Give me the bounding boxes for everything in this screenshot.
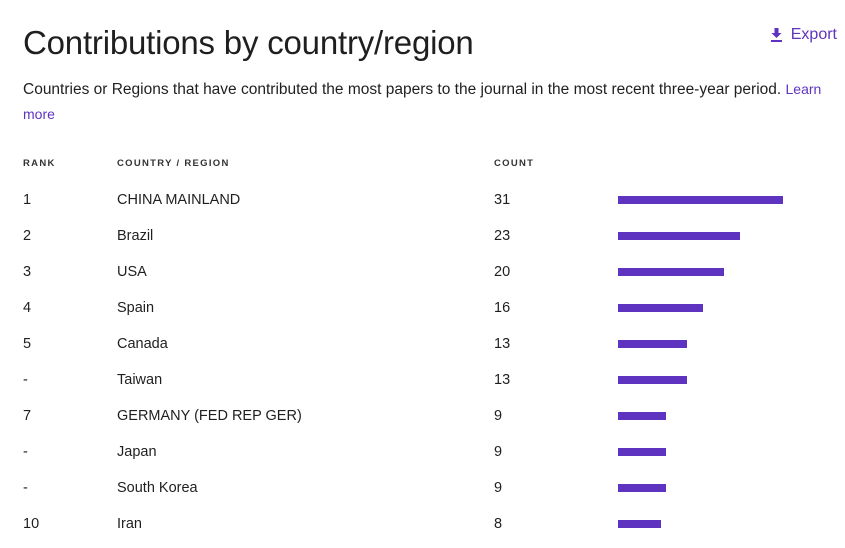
count-bar: [618, 340, 687, 348]
count-cell: 9: [494, 444, 503, 460]
rank-cell: 3: [23, 264, 32, 280]
table-row: 2 Brazil 23: [0, 218, 845, 254]
count-bar: [618, 376, 687, 384]
count-bar: [618, 484, 666, 492]
country-cell: CHINA MAINLAND: [117, 192, 241, 208]
count-cell: 9: [494, 408, 503, 424]
rank-cell: 4: [23, 300, 32, 316]
rank-cell: -: [23, 444, 28, 460]
rank-cell: 7: [23, 408, 32, 424]
count-bar: [618, 196, 783, 204]
country-cell: Taiwan: [117, 372, 163, 388]
count-cell: 13: [494, 372, 511, 388]
country-cell: GERMANY (FED REP GER): [117, 408, 302, 424]
count-cell: 13: [494, 336, 511, 352]
count-cell: 8: [494, 516, 503, 532]
count-bar: [618, 232, 740, 240]
count-cell: 16: [494, 300, 511, 316]
country-cell: Iran: [117, 516, 142, 532]
rank-header: RANK: [23, 158, 56, 169]
country-cell: Spain: [117, 300, 155, 316]
export-label: Export: [790, 26, 837, 43]
count-bar: [618, 268, 724, 276]
description-text: Countries or Regions that have contribut…: [23, 81, 782, 98]
rank-cell: 1: [23, 192, 32, 208]
count-bar: [618, 448, 666, 456]
count-cell: 31: [494, 192, 511, 208]
export-button[interactable]: Export: [770, 26, 837, 44]
table-row: 1 CHINA MAINLAND 31: [0, 182, 845, 218]
learn-more-link[interactable]: Learn more: [23, 81, 822, 122]
rank-cell: -: [23, 372, 28, 388]
download-icon: [770, 28, 783, 42]
table-row: - Taiwan 13: [0, 362, 845, 398]
count-bar: [618, 412, 666, 420]
country-cell: South Korea: [117, 480, 198, 496]
table-row: 4 Spain 16: [0, 290, 845, 326]
country-cell: Brazil: [117, 228, 154, 244]
page-title: Contributions by country/region: [23, 24, 474, 61]
count-cell: 20: [494, 264, 511, 280]
description: Countries or Regions that have contribut…: [23, 77, 833, 127]
table-row: 5 Canada 13: [0, 326, 845, 362]
count-cell: 9: [494, 480, 503, 496]
rank-cell: 2: [23, 228, 32, 244]
rank-cell: 5: [23, 336, 32, 352]
table-row: - South Korea 9: [0, 470, 845, 506]
table-row: - Japan 9: [0, 434, 845, 470]
table-row: 10 Iran 8: [0, 506, 845, 542]
count-cell: 23: [494, 228, 511, 244]
count-bar: [618, 304, 703, 312]
country-cell: Japan: [117, 444, 157, 460]
country-cell: USA: [117, 264, 147, 280]
count-bar: [618, 520, 661, 528]
table-row: 3 USA 20: [0, 254, 845, 290]
country-cell: Canada: [117, 336, 168, 352]
rank-cell: -: [23, 480, 28, 496]
count-header: COUNT: [494, 158, 535, 169]
country-header: COUNTRY / REGION: [117, 158, 230, 169]
table-row: 7 GERMANY (FED REP GER) 9: [0, 398, 845, 434]
rank-cell: 10: [23, 516, 40, 532]
